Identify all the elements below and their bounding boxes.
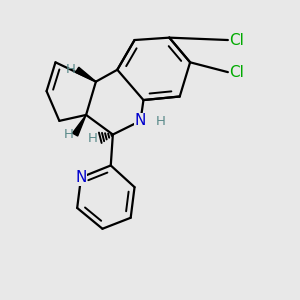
Text: H: H [88,132,98,145]
Text: H: H [66,63,76,76]
Text: Cl: Cl [230,32,244,47]
Text: N: N [135,113,146,128]
Text: Cl: Cl [230,64,244,80]
Polygon shape [73,115,86,136]
Text: N: N [75,170,87,185]
Polygon shape [76,67,96,82]
Text: H: H [64,128,74,141]
Text: H: H [155,115,165,128]
